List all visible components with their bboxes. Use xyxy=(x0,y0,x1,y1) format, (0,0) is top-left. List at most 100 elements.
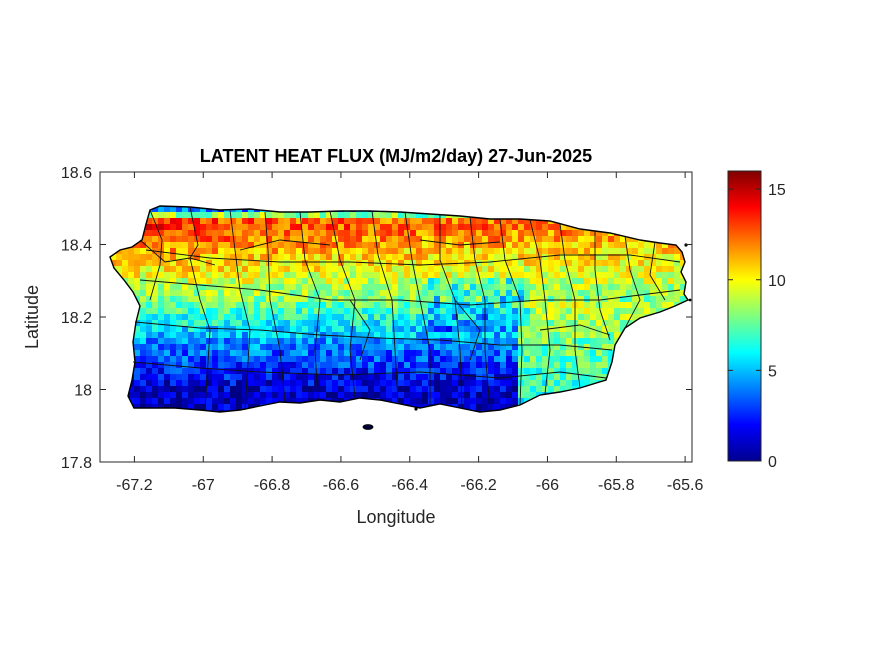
heat-cell xyxy=(638,266,645,273)
heat-cell xyxy=(482,254,489,261)
heat-cell xyxy=(392,308,399,315)
heat-cell xyxy=(524,332,531,339)
heat-cell xyxy=(320,248,327,255)
heat-cell xyxy=(440,356,447,363)
heat-cell xyxy=(626,302,633,309)
heat-cell xyxy=(536,290,543,297)
heat-cell xyxy=(512,332,519,339)
heat-cell xyxy=(290,278,297,285)
heat-cell xyxy=(482,392,489,399)
heat-cell xyxy=(140,380,147,387)
heat-cell xyxy=(572,284,579,291)
heat-cell xyxy=(548,338,555,345)
heat-cell xyxy=(338,320,345,327)
heat-cell xyxy=(596,350,603,357)
heat-cell xyxy=(308,224,315,231)
heat-cell xyxy=(362,374,369,381)
heat-cell xyxy=(494,326,501,333)
heat-cell xyxy=(188,278,195,285)
heat-cell xyxy=(596,314,603,321)
heat-cell xyxy=(350,266,357,273)
heat-cell xyxy=(542,332,549,339)
heat-cell xyxy=(362,236,369,243)
heat-cell xyxy=(566,302,573,309)
heat-cell xyxy=(470,314,477,321)
heat-cell xyxy=(536,242,543,249)
heat-cell xyxy=(200,404,207,411)
heat-cell xyxy=(284,362,291,369)
heat-cell xyxy=(314,254,321,261)
heat-cell xyxy=(200,398,207,405)
heat-cell xyxy=(464,254,471,261)
heat-cell xyxy=(506,332,513,339)
heat-cell xyxy=(218,386,225,393)
heat-cell xyxy=(428,248,435,255)
heat-cell xyxy=(476,350,483,357)
heat-cell xyxy=(494,248,501,255)
heat-cell xyxy=(620,248,627,255)
heat-cell xyxy=(386,344,393,351)
heat-cell xyxy=(422,374,429,381)
heat-cell xyxy=(272,284,279,291)
heat-cell xyxy=(278,224,285,231)
heat-cell xyxy=(566,230,573,237)
heat-cell xyxy=(152,362,159,369)
heat-cell xyxy=(470,248,477,255)
heat-cell xyxy=(554,272,561,279)
heat-cell xyxy=(146,290,153,297)
heat-cell xyxy=(398,308,405,315)
heat-cell xyxy=(458,308,465,315)
heat-cell xyxy=(554,338,561,345)
heat-cell xyxy=(278,380,285,387)
heat-cell xyxy=(332,260,339,267)
heat-cell xyxy=(362,338,369,345)
heat-cell xyxy=(560,230,567,237)
heat-cell xyxy=(566,380,573,387)
heat-cell xyxy=(218,356,225,363)
heat-cell xyxy=(644,302,651,309)
heat-cell xyxy=(524,308,531,315)
heat-cell xyxy=(536,386,543,393)
heat-cell xyxy=(140,362,147,369)
heat-cell xyxy=(512,398,519,405)
heat-cell xyxy=(362,350,369,357)
heat-cell xyxy=(446,356,453,363)
heat-cell xyxy=(488,314,495,321)
heat-cell xyxy=(308,230,315,237)
heat-cell xyxy=(590,362,597,369)
heat-cell xyxy=(170,392,177,399)
heat-cell xyxy=(170,326,177,333)
heat-cell xyxy=(182,314,189,321)
heat-cell xyxy=(422,230,429,237)
heat-cell xyxy=(266,398,273,405)
heat-cell xyxy=(140,386,147,393)
heat-cell xyxy=(470,260,477,267)
heat-cell xyxy=(242,242,249,249)
heat-cell xyxy=(452,242,459,249)
heat-cell xyxy=(692,308,699,315)
heat-cell xyxy=(476,398,483,405)
heat-cell xyxy=(362,284,369,291)
heat-cell xyxy=(578,302,585,309)
heat-cell xyxy=(446,248,453,255)
heat-cell xyxy=(692,212,699,219)
heat-cell xyxy=(194,206,201,213)
heat-cell xyxy=(512,302,519,309)
heat-cell xyxy=(230,320,237,327)
heat-cell xyxy=(404,398,411,405)
heat-cell xyxy=(182,404,189,411)
heat-cell xyxy=(260,326,267,333)
heat-cell xyxy=(272,260,279,267)
heat-cell xyxy=(392,386,399,393)
heat-cell xyxy=(182,362,189,369)
heat-cell xyxy=(344,254,351,261)
heat-cell xyxy=(632,272,639,279)
heat-cell xyxy=(410,386,417,393)
heat-cell xyxy=(278,368,285,375)
heat-cell xyxy=(608,344,615,351)
heat-cell xyxy=(110,254,117,261)
heat-cell xyxy=(296,266,303,273)
heat-cell xyxy=(290,398,297,405)
heat-cell xyxy=(476,308,483,315)
heat-cell xyxy=(218,332,225,339)
